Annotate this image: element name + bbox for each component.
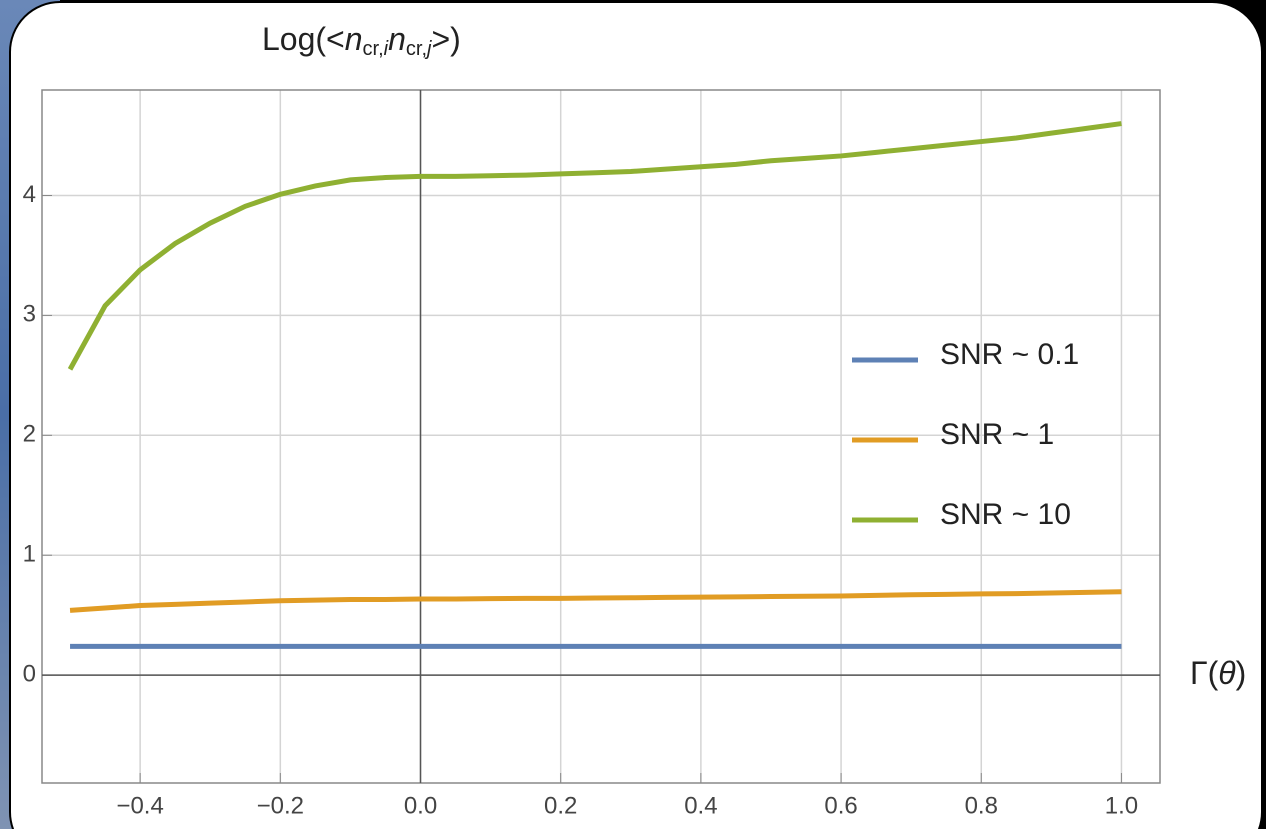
y-tick-label: 0 [23, 660, 36, 687]
y-tick-label: 1 [23, 541, 36, 568]
legend-label: SNR ~ 10 [940, 498, 1071, 531]
panel [9, 1, 1263, 829]
x-axis-label: Γ(θ) [1190, 655, 1246, 691]
x-tick-label: −0.2 [257, 792, 304, 819]
legend-label: SNR ~ 0.1 [940, 338, 1079, 371]
y-tick-label: 4 [23, 181, 36, 208]
x-tick-label: 0.0 [404, 792, 437, 819]
plot-frame [41, 89, 1161, 784]
legend-label: SNR ~ 1 [940, 418, 1054, 451]
x-tick-label: 0.8 [965, 792, 998, 819]
line [69, 589, 1122, 613]
x-tick-label: 0.6 [824, 792, 857, 819]
y-tick-label: 2 [23, 421, 36, 448]
y-tick-label: 3 [23, 301, 36, 328]
x-tick-label: 0.2 [544, 792, 577, 819]
x-tick-label: 1.0 [1105, 792, 1138, 819]
x-tick-label: −0.4 [116, 792, 163, 819]
chart-title: Log(<ncr,incr,j>) [262, 21, 461, 60]
line [67, 121, 1122, 371]
x-tick-label: 0.4 [684, 792, 717, 819]
